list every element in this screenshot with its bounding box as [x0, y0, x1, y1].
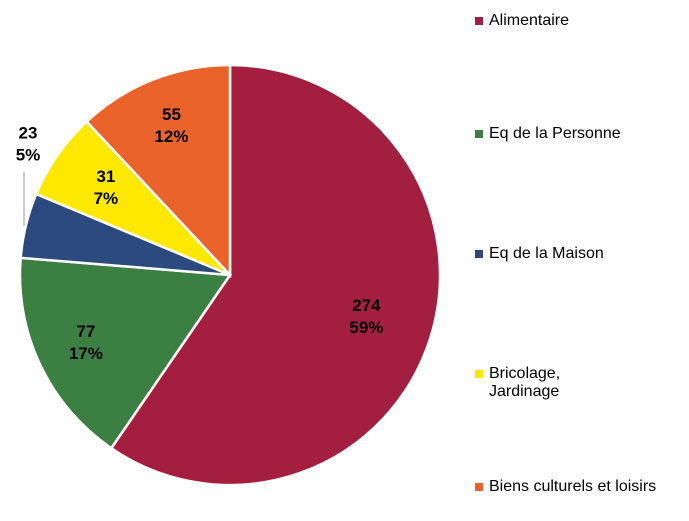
legend-swatch: [475, 250, 483, 258]
legend-label: Eq de la Maison: [489, 245, 604, 262]
data-label: 55: [162, 105, 181, 124]
legend-label: Eq de la Personne: [489, 125, 621, 142]
legend-swatch: [475, 483, 483, 491]
legend-swatch: [475, 17, 483, 25]
legend-swatch: [475, 130, 483, 138]
legend-item: Alimentaire: [475, 12, 569, 30]
data-label: 23: [19, 123, 38, 142]
legend-label: Alimentaire: [489, 12, 570, 29]
legend-item: Eq de la Maison: [475, 245, 604, 263]
legend-label: Biens culturels et loisirs: [489, 478, 657, 495]
percent-label: 59%: [349, 318, 383, 337]
legend-item: Bricolage, Jardinage: [475, 365, 589, 401]
legend-item: Biens culturels et loisirs: [475, 478, 669, 496]
legend-label: Bricolage, Jardinage: [489, 365, 561, 400]
pie-slice: [84, 63, 232, 279]
pie-slice: [18, 256, 233, 450]
pie-slice: [109, 63, 442, 487]
percent-label: 17%: [69, 344, 103, 363]
legend-swatch: [475, 370, 483, 378]
percent-label: 7%: [94, 189, 119, 208]
data-label: 77: [76, 322, 95, 341]
data-label: 274: [352, 296, 381, 315]
legend-item: Eq de la Personne: [475, 125, 621, 143]
percent-label: 5%: [16, 145, 41, 164]
data-label: 31: [96, 167, 115, 186]
percent-label: 12%: [154, 127, 188, 146]
